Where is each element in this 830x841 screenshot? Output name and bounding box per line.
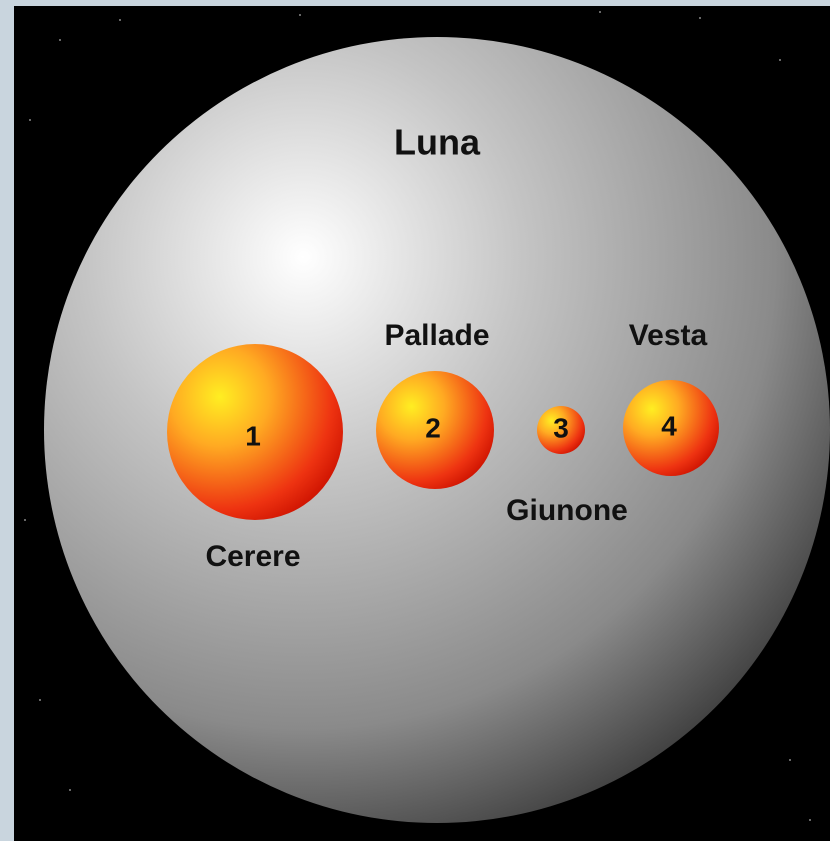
asteroid-name: Giunone bbox=[506, 494, 628, 527]
asteroid-name: Cerere bbox=[205, 540, 300, 573]
asteroid-number: 3 bbox=[553, 412, 569, 443]
asteroid-number: 1 bbox=[245, 420, 261, 451]
asteroid-number: 2 bbox=[425, 412, 441, 443]
asteroid-name: Pallade bbox=[384, 319, 489, 352]
page: {"moon": {"label": "Luna"}, "bodies": [ … bbox=[0, 0, 830, 841]
asteroid-name: Vesta bbox=[629, 319, 708, 352]
diagram: Luna 1 2 3 4 Cerere Pallade Giunone Vest… bbox=[0, 0, 830, 841]
moon-label: Luna bbox=[394, 122, 481, 163]
asteroid-number: 4 bbox=[661, 410, 677, 441]
